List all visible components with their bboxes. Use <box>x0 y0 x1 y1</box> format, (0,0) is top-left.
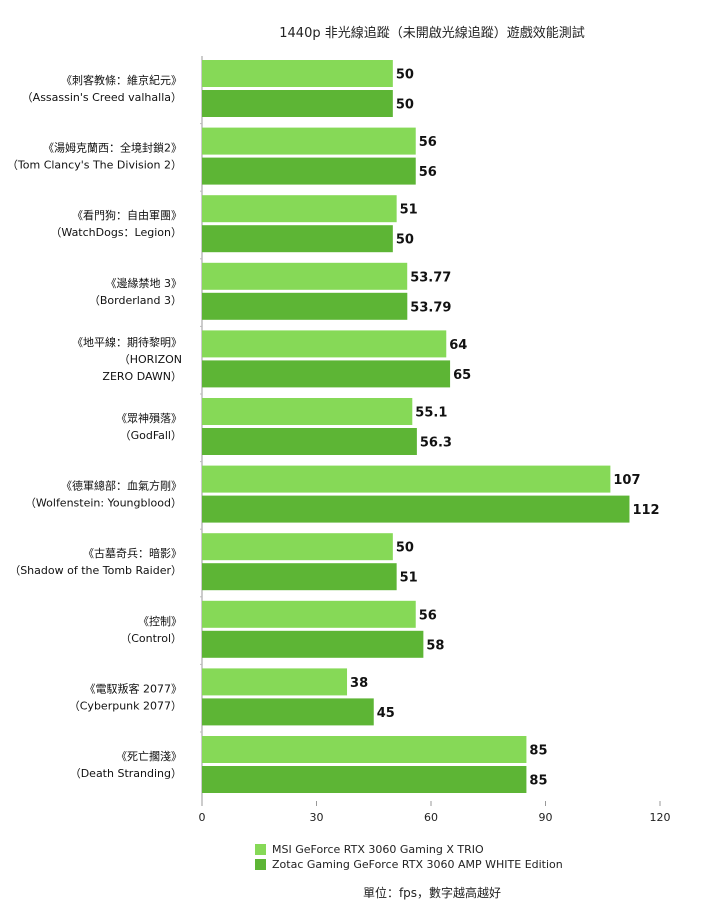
data-label: 65 <box>453 368 471 383</box>
bar-2 <box>202 495 630 523</box>
category-label: （Assassin's Creed valhalla） <box>22 91 182 104</box>
bar-2 <box>202 157 416 185</box>
legend-label-series-2: Zotac Gaming GeForce RTX 3060 AMP WHITE … <box>272 858 563 871</box>
category-label: （Borderland 3） <box>89 294 182 307</box>
data-label: 50 <box>396 541 414 556</box>
data-label: 85 <box>529 774 547 789</box>
bar-2 <box>202 90 393 117</box>
data-label: 56 <box>419 135 437 150</box>
legend: MSI GeForce RTX 3060 Gaming X TRIO Zotac… <box>255 842 563 872</box>
category-label: 《邊緣禁地 3》 <box>106 276 183 290</box>
bar-1 <box>202 736 527 763</box>
legend-item-series-2: Zotac Gaming GeForce RTX 3060 AMP WHITE … <box>255 857 563 872</box>
bar-2 <box>202 563 397 591</box>
data-label: 51 <box>400 203 418 218</box>
data-label: 85 <box>529 744 547 759</box>
data-label: 112 <box>632 503 659 518</box>
category-label: （Tom Clancy's The Division 2） <box>7 159 182 172</box>
data-label: 45 <box>377 706 395 721</box>
bar-2 <box>202 225 393 253</box>
bar-2 <box>202 630 424 658</box>
bar-2 <box>202 766 527 793</box>
category-label: （Cyberpunk 2077） <box>69 699 182 712</box>
category-label: （HORIZON <box>119 353 182 366</box>
category-label: （Shadow of the Tomb Raider） <box>9 564 182 577</box>
category-label: ZERO DAWN） <box>102 370 182 383</box>
category-label: （Death Stranding） <box>70 767 182 780</box>
data-label: 55.1 <box>415 406 447 421</box>
category-label: 《地平線：期待黎明》 <box>72 335 182 349</box>
data-label: 50 <box>396 98 414 113</box>
bar-1 <box>202 127 416 155</box>
category-label: 《眾神殞落》 <box>116 411 182 425</box>
data-label: 38 <box>350 676 368 691</box>
x-tick-label: 120 <box>650 811 671 824</box>
bar-1 <box>202 600 416 628</box>
bar-1 <box>202 398 413 425</box>
x-tick-label: 0 <box>199 811 206 824</box>
bar-1 <box>202 262 408 290</box>
bar-1 <box>202 195 397 223</box>
unit-note: 單位：fps，數字越高越好 <box>362 886 502 900</box>
category-label: （GodFall） <box>120 429 182 442</box>
bar-1 <box>202 533 393 561</box>
data-label: 107 <box>613 473 640 488</box>
category-label: 《湯姆克蘭西：全境封鎖2》 <box>43 141 182 155</box>
data-label: 50 <box>396 233 414 248</box>
data-label: 50 <box>396 68 414 83</box>
bar-2 <box>202 428 417 455</box>
x-tick-label: 90 <box>539 811 553 824</box>
legend-item-series-1: MSI GeForce RTX 3060 Gaming X TRIO <box>255 842 563 857</box>
data-label: 56.3 <box>420 436 452 451</box>
category-label: 《控制》 <box>138 614 182 628</box>
data-label: 58 <box>426 638 444 653</box>
bar-1 <box>202 465 611 493</box>
data-label: 51 <box>400 571 418 586</box>
category-label: 《死亡擱淺》 <box>116 749 182 763</box>
category-label: 《刺客教條：維京紀元》 <box>61 73 182 87</box>
bar-1 <box>202 668 348 696</box>
category-label: （Wolfenstein: Youngblood） <box>25 497 182 510</box>
category-label: 《看門狗：自由軍團》 <box>72 208 182 222</box>
bar-1 <box>202 60 393 87</box>
x-tick-label: 30 <box>310 811 324 824</box>
chart-title: 1440p 非光線追蹤（未開啟光線追蹤）遊戲效能測試 <box>279 26 585 41</box>
bar-2 <box>202 698 374 726</box>
legend-swatch-series-2 <box>255 859 266 870</box>
x-tick-label: 60 <box>424 811 438 824</box>
bar-2 <box>202 360 451 388</box>
legend-label-series-1: MSI GeForce RTX 3060 Gaming X TRIO <box>272 843 484 856</box>
category-label: （Control） <box>120 632 182 645</box>
data-label: 56 <box>419 165 437 180</box>
data-label: 53.79 <box>410 300 451 315</box>
data-label: 64 <box>449 338 467 353</box>
bar-1 <box>202 330 447 358</box>
category-label: 《電馭叛客 2077》 <box>85 681 183 695</box>
category-label: 《德軍總部：血氣方剛》 <box>61 479 182 493</box>
legend-swatch-series-1 <box>255 844 266 855</box>
data-label: 53.77 <box>410 270 451 285</box>
category-label: （WatchDogs：Legion） <box>50 226 182 239</box>
category-label: 《古墓奇兵：暗影》 <box>83 546 182 560</box>
bar-2 <box>202 292 408 320</box>
data-label: 56 <box>419 608 437 623</box>
